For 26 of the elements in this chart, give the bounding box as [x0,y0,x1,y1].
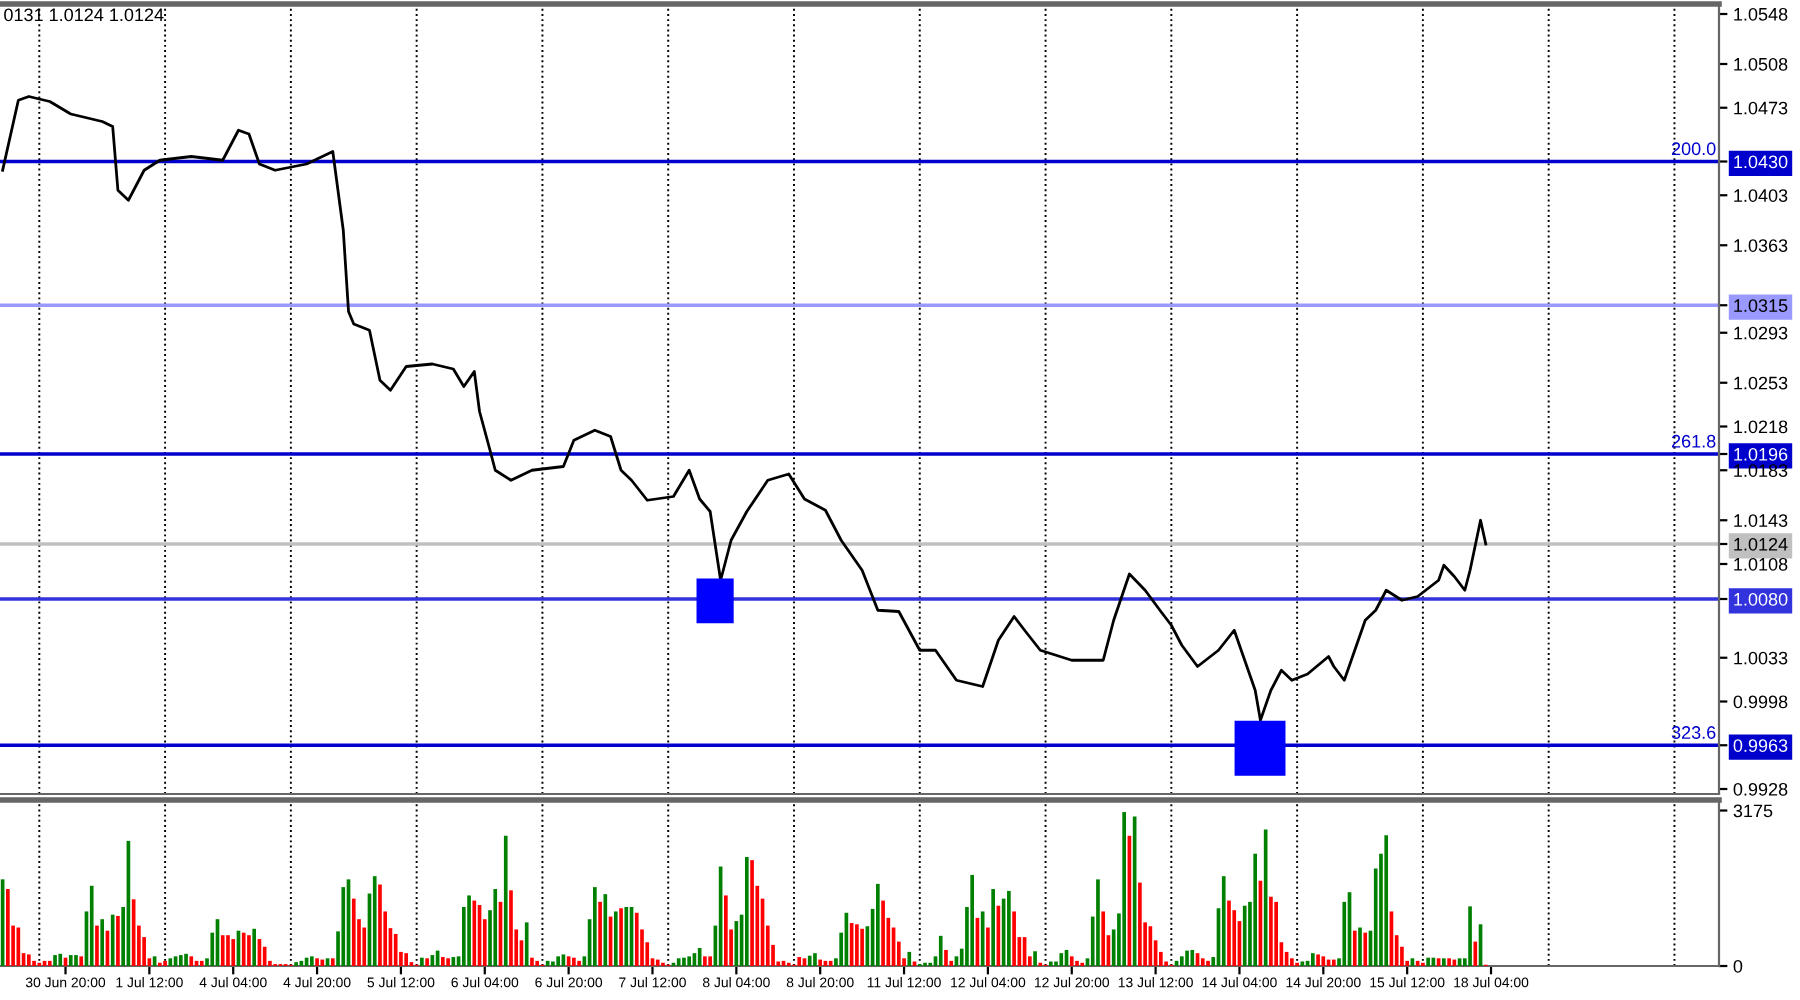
y-tick-label: 1.0033 [1734,651,1788,665]
y-tick-label: 1.0293 [1734,326,1788,340]
annotation: 323.6 [1671,726,1716,739]
y-tick-label: 1.0363 [1734,239,1788,252]
y-tick-label: 1.0315 [1734,299,1788,312]
y-tick-label: 1.0124 [1734,537,1788,551]
y-tick-label: 1.0253 [1734,376,1788,390]
y-tick-label: 1.0108 [1734,557,1788,571]
y-tick-label: 1.0183 [1734,464,1788,477]
y-tick-label: 0.9928 [1733,782,1788,796]
y-tick-label: 0 [1733,959,1743,973]
y-tick-label: 0.9963 [1733,739,1788,752]
y-tick-label: 1.0403 [1734,189,1788,202]
y-tick-label: 1.0548 [1734,7,1788,21]
annotation: 200.0 [1671,142,1716,156]
y-tick-label: 3175 [1733,804,1773,818]
y-tick-label: 1.0143 [1734,514,1788,527]
annotation: 0131 1.0124 1.0124 [4,8,164,22]
y-tick-label: 1.0508 [1734,57,1788,71]
y-tick-label: 1.0196 [1734,447,1788,461]
annotation: 261.8 [1671,434,1716,448]
y-tick-label: 1.0473 [1734,101,1788,115]
y-tick-label: 1.0430 [1734,155,1788,169]
y-tick-label: 1.0080 [1734,592,1788,606]
y-tick-label: 0.9998 [1733,695,1788,709]
y-tick-label: 1.0218 [1734,420,1788,434]
